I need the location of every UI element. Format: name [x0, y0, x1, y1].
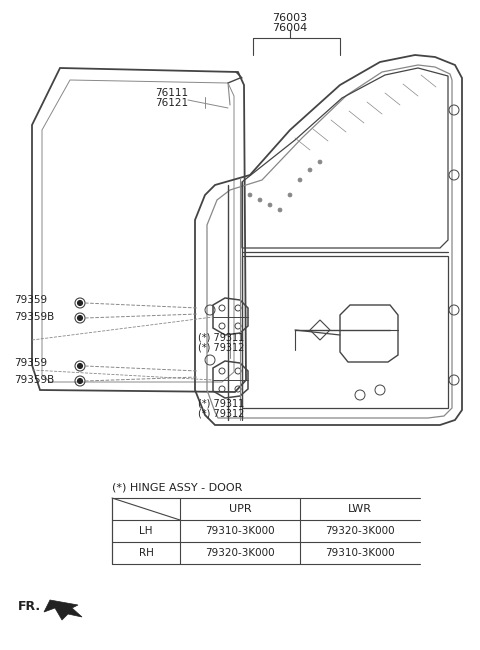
Circle shape [278, 208, 282, 212]
Text: LWR: LWR [348, 504, 372, 514]
Circle shape [77, 363, 83, 369]
Text: 79320-3K000: 79320-3K000 [205, 548, 275, 558]
Text: 79359: 79359 [14, 358, 47, 368]
Text: (*) 79312: (*) 79312 [198, 343, 244, 353]
Text: UPR: UPR [228, 504, 252, 514]
Text: 79359B: 79359B [14, 375, 54, 385]
Circle shape [77, 300, 83, 306]
Text: RH: RH [139, 548, 154, 558]
Text: 76004: 76004 [272, 23, 308, 33]
Circle shape [318, 160, 322, 164]
Circle shape [298, 178, 302, 182]
Text: FR.: FR. [18, 601, 41, 614]
Text: (*) HINGE ASSY - DOOR: (*) HINGE ASSY - DOOR [112, 482, 242, 492]
Polygon shape [44, 600, 82, 620]
Circle shape [308, 168, 312, 172]
Text: 79310-3K000: 79310-3K000 [325, 548, 395, 558]
Text: 76121: 76121 [155, 98, 188, 108]
Text: 76111: 76111 [155, 88, 188, 98]
Text: (*) 79311: (*) 79311 [198, 398, 244, 408]
Text: (*) 79311: (*) 79311 [198, 333, 244, 343]
Circle shape [77, 315, 83, 320]
Text: (*) 79312: (*) 79312 [198, 408, 244, 418]
Text: 79310-3K000: 79310-3K000 [205, 526, 275, 536]
Text: 79320-3K000: 79320-3K000 [325, 526, 395, 536]
Circle shape [288, 193, 292, 197]
Text: LH: LH [139, 526, 153, 536]
Text: 79359B: 79359B [14, 312, 54, 322]
Text: 79359: 79359 [14, 295, 47, 305]
Circle shape [268, 203, 272, 207]
Circle shape [77, 378, 83, 383]
Text: 76003: 76003 [273, 13, 308, 23]
Circle shape [258, 198, 262, 202]
Circle shape [248, 193, 252, 197]
